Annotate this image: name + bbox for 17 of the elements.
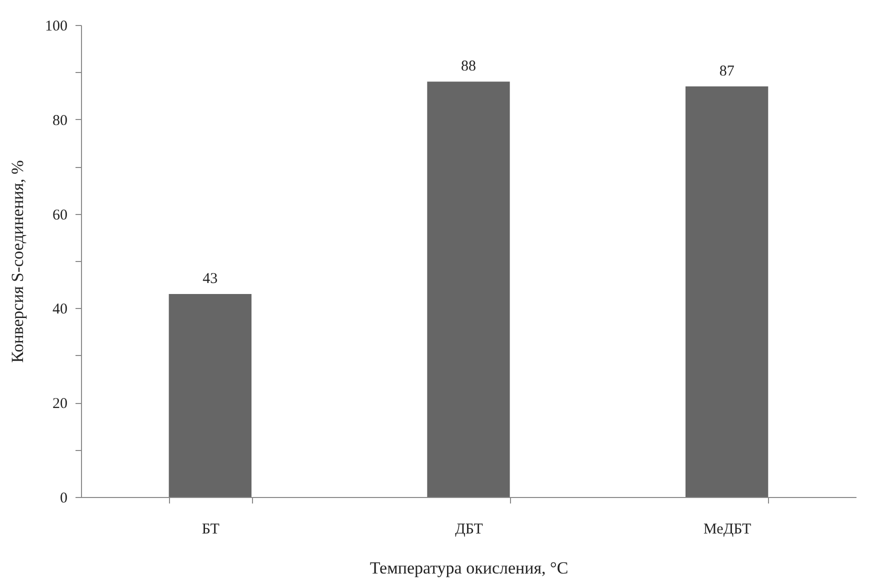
x-tick-label: БТ xyxy=(202,522,220,538)
bar xyxy=(686,86,768,497)
x-axis-title: Температура окисления, °C xyxy=(370,558,568,578)
y-tick-label: 20 xyxy=(52,396,68,412)
x-tick-label: ДБТ xyxy=(455,522,483,538)
y-tick-label: 40 xyxy=(52,302,68,318)
bar xyxy=(168,294,252,497)
y-tick-label: 100 xyxy=(45,18,68,34)
bar xyxy=(427,82,510,497)
y-tick-label: 60 xyxy=(52,207,68,224)
x-tick-label: МеДБТ xyxy=(704,522,752,538)
y-axis-title: Конверсия S-соединения, % xyxy=(8,160,27,363)
data-label: 43 xyxy=(202,271,218,288)
y-tick-label: 80 xyxy=(52,112,68,129)
y-tick-label: 0 xyxy=(60,490,68,506)
data-label: 87 xyxy=(719,63,735,80)
data-label: 88 xyxy=(461,58,476,75)
